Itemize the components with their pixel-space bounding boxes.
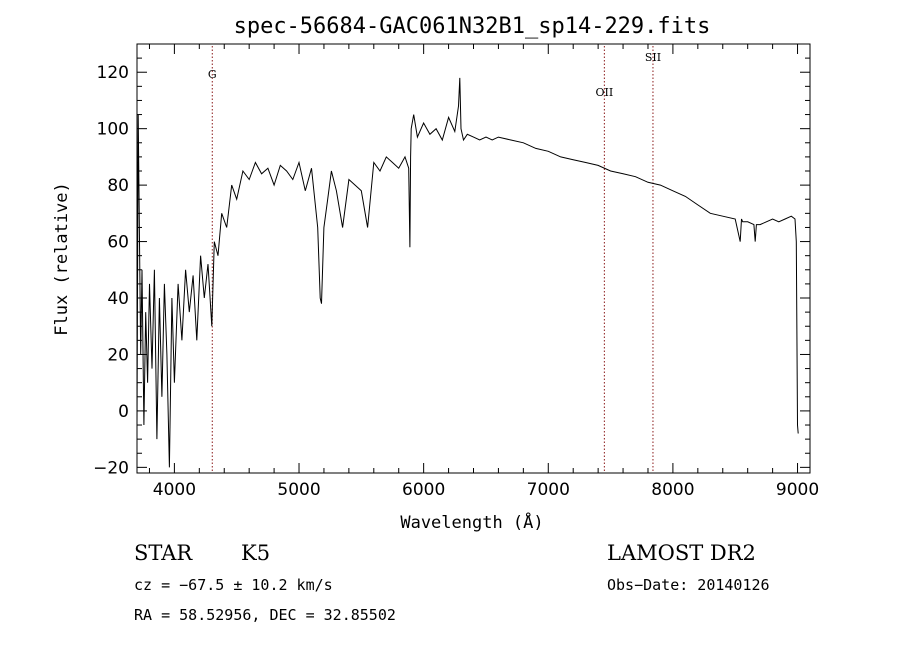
marker-label-oii: OII [596, 86, 614, 99]
x-tick-label: 4000 [153, 480, 196, 500]
survey-name: LAMOST DR2 [607, 541, 756, 565]
y-tick-label: 40 [107, 289, 129, 309]
x-tick-label: 9000 [776, 480, 819, 500]
plot-frame [136, 43, 811, 474]
x-tick-label: 5000 [277, 480, 320, 500]
y-tick-label: 20 [107, 345, 129, 365]
y-tick-label: 120 [97, 63, 129, 83]
object-class: STAR [134, 541, 193, 565]
object-subclass: K5 [241, 541, 270, 565]
spectral-line-markers: G OII SII [208, 46, 661, 473]
y-tick-label: 80 [107, 176, 129, 196]
y-axis-label: Flux (relative) [52, 182, 72, 336]
chart-title: spec-56684-GAC061N32B1_sp14-229.fits [234, 14, 711, 39]
x-tick-label: 8000 [651, 480, 694, 500]
y-tick-label: −20 [93, 458, 129, 478]
coordinates: RA = 58.52956, DEC = 32.85502 [134, 606, 396, 624]
axis-ticks: 4000 5000 6000 7000 8000 9000 −20 0 20 40 60 80 100 1… [93, 44, 819, 500]
y-tick-label: 60 [107, 233, 129, 253]
spectrum-line [136, 77, 799, 468]
y-tick-label: 0 [118, 402, 129, 422]
observation-date: Obs−Date: 20140126 [607, 576, 770, 594]
marker-label-g: G [208, 68, 217, 81]
x-axis-label: Wavelength (Å) [400, 511, 543, 533]
x-tick-label: 6000 [402, 480, 445, 500]
x-tick-label: 7000 [527, 480, 570, 500]
redshift-info: cz = −67.5 ± 10.2 km/s [134, 576, 333, 594]
marker-label-sii: SII [645, 51, 661, 64]
y-tick-label: 100 [97, 120, 129, 140]
